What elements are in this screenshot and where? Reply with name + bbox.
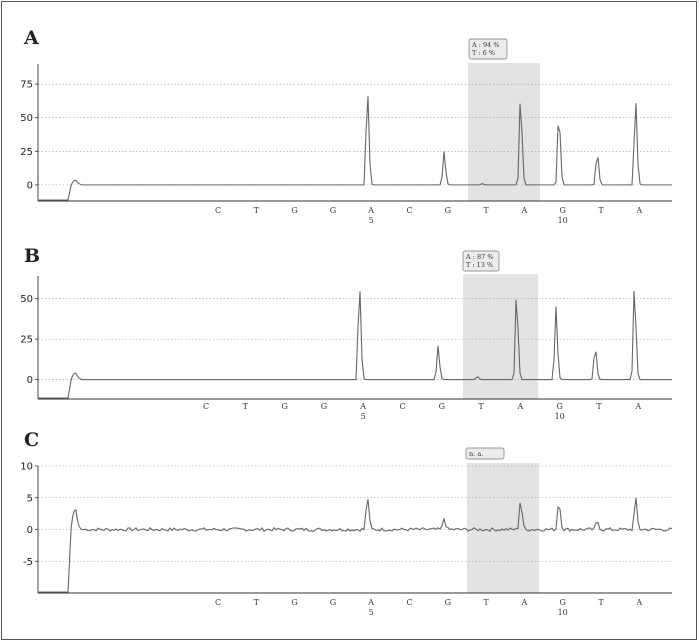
panel-label: B [24, 245, 40, 267]
annotation-text: A : 94 % [471, 41, 500, 49]
y-tick-label: 25 [20, 335, 33, 346]
base-label: C [215, 206, 221, 215]
base-label: A [635, 598, 642, 607]
base-label: T [478, 402, 484, 411]
y-tick-label: 25 [20, 147, 33, 158]
base-label: T [596, 402, 602, 411]
position-label: 5 [361, 412, 366, 421]
base-label: G [557, 402, 563, 411]
base-label: G [281, 402, 287, 411]
base-label: G [445, 598, 451, 607]
position-label: 5 [369, 216, 374, 225]
annotation-text: T : 13 % [466, 261, 493, 269]
base-label: T [243, 402, 249, 411]
y-tick-label: 50 [20, 294, 33, 305]
base-label: G [445, 206, 451, 215]
panel-label: A [23, 27, 39, 49]
y-tick-label: 75 [20, 80, 33, 91]
highlight-region [463, 274, 538, 399]
annotation-text: T : 6 % [472, 49, 495, 57]
base-label: A [359, 402, 366, 411]
base-label: G [439, 402, 445, 411]
base-label: G [560, 206, 566, 215]
position-label: 10 [558, 608, 568, 617]
base-label: A [367, 206, 374, 215]
base-label: G [330, 206, 336, 215]
annotation-box [468, 38, 508, 60]
y-tick-label: 0 [27, 375, 33, 386]
panel-label: C [24, 429, 39, 451]
base-label: A [367, 598, 374, 607]
base-label: G [321, 402, 327, 411]
base-label: T [483, 206, 489, 215]
base-label: A [635, 206, 642, 215]
y-tick-label: 50 [20, 113, 33, 124]
base-label: A [521, 598, 528, 607]
base-label: T [598, 598, 604, 607]
base-label: T [483, 598, 489, 607]
base-label: C [203, 402, 209, 411]
base-label: A [517, 402, 524, 411]
base-label: C [406, 598, 412, 607]
base-label: C [399, 402, 405, 411]
y-tick-label: -5 [23, 557, 33, 568]
annotation-box [462, 250, 500, 272]
base-label: G [330, 598, 336, 607]
pyrogram-trace [38, 96, 672, 201]
base-label: T [598, 206, 604, 215]
pyrogram-trace [38, 291, 672, 399]
position-label: 10 [558, 216, 568, 225]
base-label: T [254, 598, 260, 607]
y-tick-label: 0 [27, 525, 33, 536]
pyrogram-trace [38, 497, 673, 593]
base-label: G [291, 598, 297, 607]
y-tick-label: 0 [27, 180, 33, 191]
base-label: T [254, 206, 260, 215]
position-label: 10 [555, 412, 565, 421]
annotation-text: A : 87 % [465, 253, 494, 261]
base-label: A [634, 402, 641, 411]
base-label: G [291, 206, 297, 215]
base-label: C [215, 598, 221, 607]
annotation-box [465, 447, 505, 460]
base-label: C [406, 206, 412, 215]
highlight-region [468, 63, 540, 201]
position-label: 5 [369, 608, 374, 617]
base-label: A [521, 206, 528, 215]
base-label: G [560, 598, 566, 607]
annotation-text: n. a. [469, 450, 483, 458]
y-tick-label: 10 [20, 462, 33, 473]
highlight-region [467, 463, 539, 593]
y-tick-label: 5 [27, 493, 33, 504]
